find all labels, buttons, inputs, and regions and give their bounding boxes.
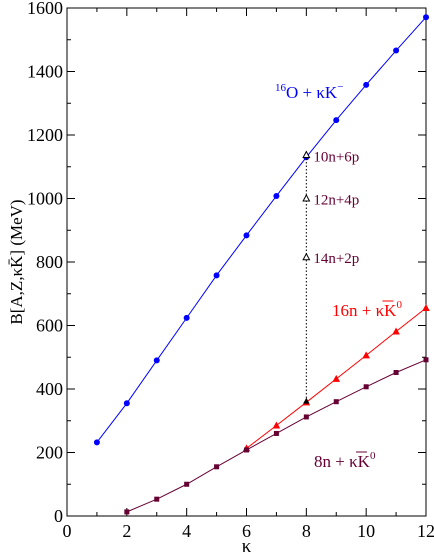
y-tick-label: 1600 (27, 0, 63, 18)
y-tick-label: 1400 (27, 62, 63, 82)
data-point (362, 351, 370, 359)
data-point (332, 374, 341, 382)
isobar-point-filled (303, 397, 310, 404)
data-point (273, 192, 280, 199)
data-point (333, 399, 339, 405)
data-point (123, 400, 130, 407)
data-point (184, 481, 190, 487)
data-point (422, 304, 430, 312)
series-layer (93, 14, 430, 515)
data-point (213, 272, 220, 279)
data-point (363, 384, 369, 390)
data-point (393, 369, 399, 375)
annotation-layer: 10n+6p 12n+4p 14n+2p 16O + κK− 16n + κK0 8n +… (275, 81, 402, 471)
x-tick-label: 10 (357, 521, 375, 541)
x-tick-label: 8 (302, 521, 311, 541)
data-point (423, 357, 429, 363)
data-point (423, 14, 429, 21)
series-label-0: 16O + κK− (275, 81, 343, 102)
data-point (272, 421, 281, 429)
isobar-point (302, 193, 311, 202)
isobar-point (302, 252, 311, 261)
y-axis-label: B[A,Z,κK̄] (MeV) (7, 199, 26, 324)
series-label-2: 8n + κK0 (314, 450, 376, 471)
y-tick-label: 0 (54, 506, 63, 526)
series-line-0 (96, 16, 427, 443)
y-tick-label: 400 (36, 379, 63, 399)
isobar-label: 10n+6p (313, 150, 359, 166)
isobar-label: 12n+4p (313, 193, 359, 209)
plot-border (66, 7, 427, 517)
data-point (214, 464, 220, 470)
x-tick-label: 2 (122, 521, 131, 541)
data-point (363, 81, 370, 88)
x-tick-label: 12 (417, 521, 434, 541)
isobar-label: 14n+2p (313, 251, 359, 267)
plot-frame (66, 7, 427, 517)
data-point (124, 509, 130, 515)
x-axis-label: κ (242, 536, 252, 552)
data-point (244, 447, 249, 453)
x-tick-label: 6 (242, 521, 251, 541)
data-point (303, 414, 309, 420)
y-tick-label: 1000 (27, 189, 63, 209)
data-point (183, 314, 190, 321)
data-point (154, 496, 160, 502)
data-point (93, 439, 100, 446)
data-point (243, 232, 250, 239)
y-tick-label: 800 (36, 252, 63, 272)
axis-labels: κ B[A,Z,κK̄] (MeV) (7, 199, 252, 552)
isobar-point (302, 150, 311, 159)
y-tick-label: 200 (36, 443, 63, 463)
y-tick-label: 600 (36, 316, 63, 336)
data-point (333, 117, 340, 124)
series-label-1: 16n + κK0 (332, 299, 402, 320)
data-point (392, 327, 400, 335)
y-tick-label: 1200 (27, 125, 63, 145)
axis-ticks: 0 2 4 6 8 10 12 0 200 400 600 800 1000 1200 1400 1600 (27, 0, 434, 541)
x-tick-label: 0 (63, 521, 72, 541)
x-tick-label: 4 (182, 521, 191, 541)
data-point (393, 47, 400, 54)
data-point (273, 430, 279, 436)
data-point (153, 357, 160, 364)
